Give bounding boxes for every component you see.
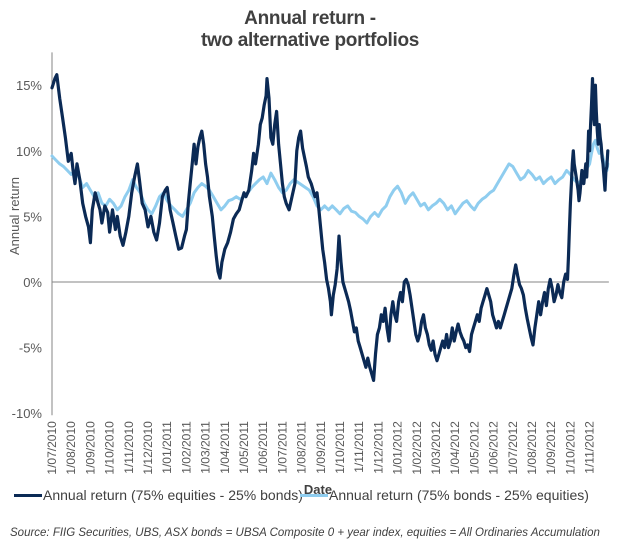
x-tick-label: 1/11/2010 (122, 421, 136, 474)
axes (51, 52, 609, 416)
x-tick-label: 1/03/2012 (429, 421, 443, 475)
x-tick-label: 1/07/2010 (45, 421, 59, 475)
x-tick-label: 1/09/2012 (544, 421, 558, 475)
series-layer (50, 73, 610, 382)
y-tick-label: -5% (19, 341, 43, 356)
x-tick-label: 1/04/2011 (218, 421, 232, 474)
y-tick-label: -10% (12, 406, 43, 421)
chart-title-line-2: two alternative portfolios (200, 30, 420, 51)
legend: Annual return (75% equities - 25% bonds)… (14, 487, 620, 509)
legend-label: Annual return (75% equities - 25% bonds) (43, 487, 303, 503)
x-tick-label: 1/11/2011 (352, 421, 366, 473)
y-axis-title: Annual return (7, 177, 22, 255)
x-tick-label: 1/08/2010 (64, 421, 78, 475)
x-tick-label: 1/05/2012 (467, 421, 481, 475)
legend-swatch-dark-blue (14, 493, 42, 497)
x-tick-label: 1/01/2012 (391, 421, 405, 475)
chart-title: Annual return - two alternative portfoli… (0, 8, 620, 52)
x-tick-label: 1/08/2012 (525, 421, 539, 475)
x-tick-label: 1/02/2012 (410, 421, 424, 475)
x-tick-labels: 1/07/2010 1/08/2010 1/09/2010 1/10/2010 1/11… (45, 421, 597, 475)
legend-item-bonds-heavy: Annual return (75% bonds - 25% equities) (300, 487, 589, 503)
legend-item-equities-heavy: Annual return (75% equities - 25% bonds) (14, 487, 303, 503)
x-tick-label: 1/04/2012 (448, 421, 462, 475)
x-axis-title: Date (304, 482, 332, 497)
y-tick-label: 10% (16, 144, 42, 159)
source-note: Source: FIIG Securities, UBS, ASX bonds … (10, 527, 600, 539)
x-tick-label: 1/10/2012 (563, 421, 577, 475)
x-tick-label: 1/06/2011 (256, 421, 270, 474)
series-line-equities-heavy (50, 73, 610, 382)
x-tick-label: 1/08/2011 (295, 421, 309, 474)
x-tick-label: 1/10/2011 (333, 421, 347, 474)
x-tick-label: 1/05/2011 (237, 421, 251, 474)
x-tick-label: 1/02/2011 (179, 421, 193, 474)
x-tick-label: 1/12/2010 (141, 421, 155, 475)
x-tick-label: 1/09/2011 (314, 421, 328, 474)
legend-label: Annual return (75% bonds - 25% equities) (329, 487, 589, 503)
x-tick-label: 1/01/2011 (160, 421, 174, 474)
y-tick-label: 0% (23, 275, 42, 290)
x-tick-label: 1/03/2011 (199, 421, 213, 474)
x-tick-label: 1/07/2012 (506, 421, 520, 475)
x-tick-label: 1/09/2010 (83, 421, 97, 475)
x-tick-label: 1/07/2011 (275, 421, 289, 474)
y-tick-label: 5% (23, 209, 42, 224)
legend-swatch-light-blue (300, 493, 328, 497)
x-tick-label: 1/11/2012 (583, 421, 597, 474)
chart-title-line-1: Annual return - (244, 8, 376, 29)
y-tick-labels: 15% 10% 5% 0% -5% -10% (12, 78, 43, 421)
x-tick-label: 1/10/2010 (103, 421, 117, 475)
x-tick-label: 1/06/2012 (487, 421, 501, 475)
series-line-bonds-heavy (50, 138, 610, 225)
x-tick-label: 1/12/2011 (371, 421, 385, 474)
y-tick-label: 15% (16, 78, 42, 93)
